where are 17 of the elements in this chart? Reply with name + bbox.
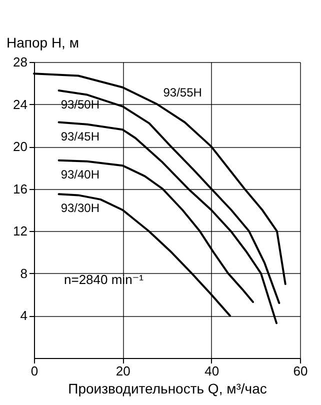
y-tick-label: 16 xyxy=(13,181,28,196)
series-label: 93/30H xyxy=(60,201,100,216)
x-axis-title: Производительность Q, м³/час xyxy=(68,380,267,396)
y-tick-label: 4 xyxy=(20,308,28,324)
y-tick-label: 20 xyxy=(13,139,28,154)
series-label: 93/45H xyxy=(60,129,100,144)
x-tick-label: 60 xyxy=(293,364,308,378)
x-tick-label: 40 xyxy=(204,364,220,378)
y-tick-label: 12 xyxy=(13,224,28,239)
x-tick-label: 20 xyxy=(116,364,130,378)
y-tick-label: 8 xyxy=(20,266,28,281)
series-label: 93/55H xyxy=(163,85,202,100)
y-axis-title: Напор H, м xyxy=(6,34,79,50)
series-label: 93/40H xyxy=(60,167,100,182)
x-tick-label: 0 xyxy=(30,364,38,378)
y-tick-label: 28 xyxy=(13,54,28,70)
y-tick-label: 24 xyxy=(13,96,28,112)
